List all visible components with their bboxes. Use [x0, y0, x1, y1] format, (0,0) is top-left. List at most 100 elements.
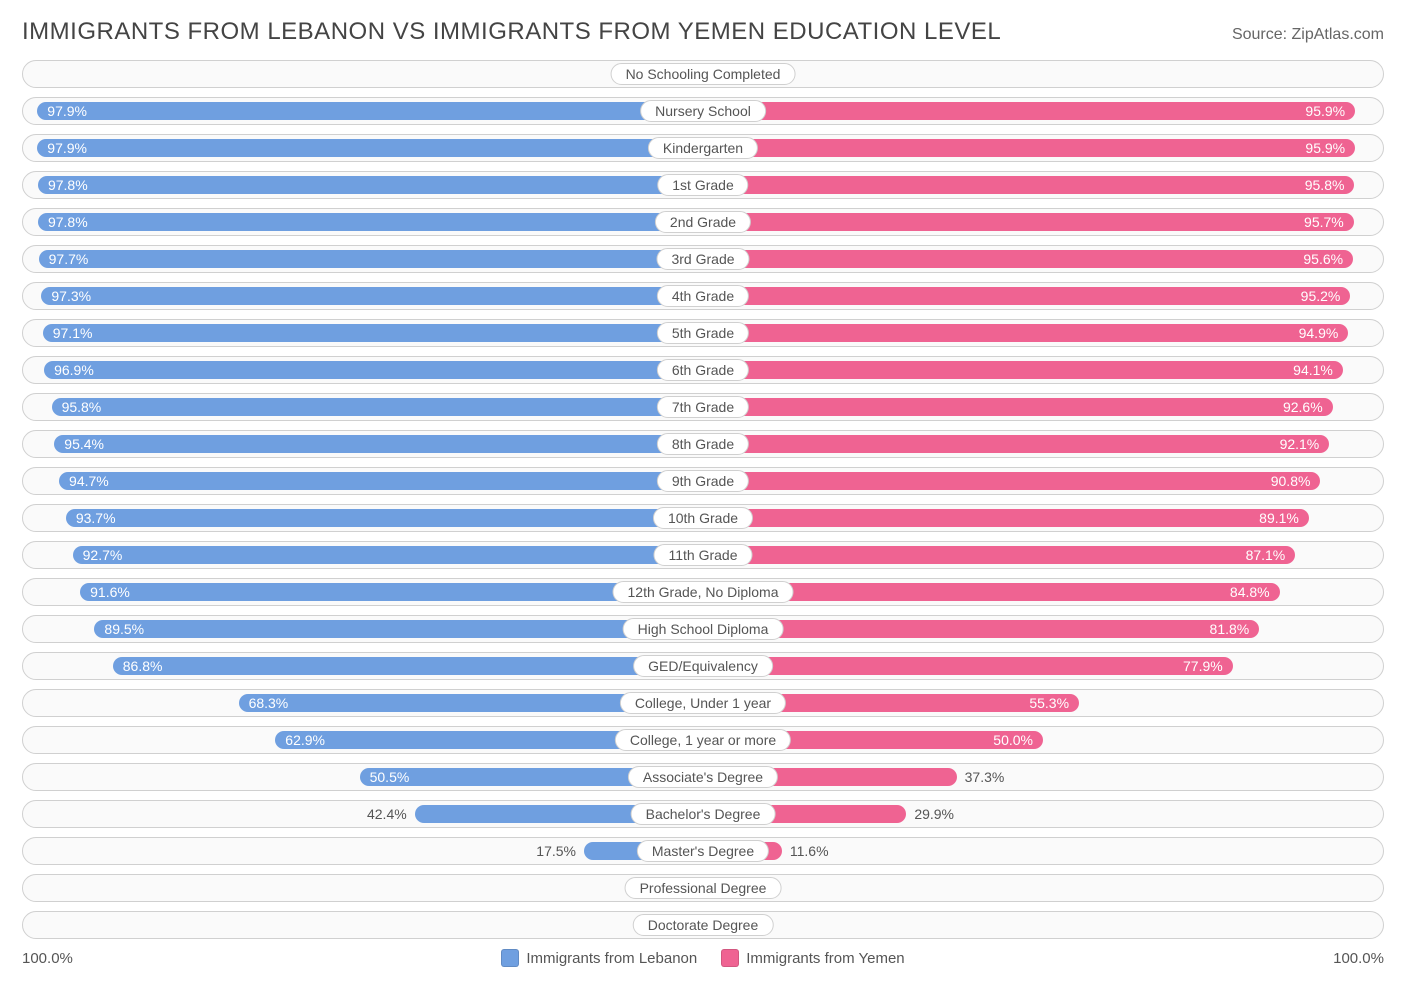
bar-left: 93.7% [66, 509, 703, 527]
chart-footer: 100.0% Immigrants from Lebanon Immigrant… [22, 949, 1384, 967]
category-label: 8th Grade [657, 433, 749, 455]
bar-right-value: 11.6% [782, 838, 829, 864]
bar-row: 94.7% 90.8% 9th Grade [22, 467, 1384, 495]
bar-left: 97.9% [37, 102, 703, 120]
bar-right: 94.9% [703, 324, 1348, 342]
bar-left-value: 68.3% [249, 695, 289, 711]
bar-left-value: 89.5% [104, 621, 144, 637]
bar-right-value: 92.6% [1283, 399, 1323, 415]
category-label: 5th Grade [657, 322, 749, 344]
bar-right-value: 94.9% [1299, 325, 1339, 341]
bar-left-value: 62.9% [285, 732, 325, 748]
bar-right-value: 89.1% [1259, 510, 1299, 526]
bar-left: 95.8% [52, 398, 703, 416]
bar-right-value: 29.9% [906, 801, 954, 827]
bar-left-value: 96.9% [54, 362, 94, 378]
bar-right-value: 37.3% [957, 764, 1005, 790]
category-label: 12th Grade, No Diploma [613, 581, 794, 603]
bar-right: 94.1% [703, 361, 1343, 379]
bar-left-value: 97.9% [47, 103, 87, 119]
bar-left-value: 86.8% [123, 658, 163, 674]
legend-label-left: Immigrants from Lebanon [526, 950, 697, 967]
category-label: College, 1 year or more [615, 729, 791, 751]
bar-left-value: 97.9% [47, 140, 87, 156]
category-label: 3rd Grade [656, 248, 749, 270]
bar-left-value: 97.8% [48, 177, 88, 193]
category-label: 10th Grade [653, 507, 753, 529]
bar-row: 42.4%29.9%Bachelor's Degree [22, 800, 1384, 828]
bar-right: 95.8% [703, 176, 1354, 194]
bar-right-value: 92.1% [1280, 436, 1320, 452]
bar-row: 97.9% 95.9% Nursery School [22, 97, 1384, 125]
bar-right-value: 81.8% [1210, 621, 1250, 637]
bar-left-value: 91.6% [90, 584, 130, 600]
bar-row: 95.8%92.6%7th Grade [22, 393, 1384, 421]
bar-right-value: 55.3% [1029, 695, 1069, 711]
bar-row: 93.7% 89.1% 10th Grade [22, 504, 1384, 532]
legend-item-left: Immigrants from Lebanon [501, 949, 697, 967]
chart-source: Source: ZipAtlas.com [1232, 26, 1384, 44]
bar-right: 95.9% [703, 102, 1355, 120]
bar-row: 5.5%3.4%Professional Degree [22, 874, 1384, 902]
bar-row: 50.5% 37.3% Associate's Degree [22, 763, 1384, 791]
category-label: Bachelor's Degree [631, 803, 776, 825]
bar-left: 97.8% [38, 176, 703, 194]
category-label: High School Diploma [623, 618, 784, 640]
legend-swatch-right [721, 949, 739, 967]
legend: Immigrants from Lebanon Immigrants from … [501, 949, 904, 967]
bar-left: 95.4% [54, 435, 703, 453]
bar-left: 97.9% [37, 139, 703, 157]
bar-right-value: 95.9% [1305, 103, 1345, 119]
bar-row: 2.3%4.1%No Schooling Completed [22, 60, 1384, 88]
bar-left: 97.8% [38, 213, 703, 231]
bar-right-value: 90.8% [1271, 473, 1311, 489]
bar-row: 2.2%1.4%Doctorate Degree [22, 911, 1384, 939]
bar-row: 91.6%84.8%12th Grade, No Diploma [22, 578, 1384, 606]
bar-right-value: 95.9% [1305, 140, 1345, 156]
bar-row: 95.4% 92.1% 8th Grade [22, 430, 1384, 458]
bar-right: 92.6% [703, 398, 1333, 416]
bar-right: 95.9% [703, 139, 1355, 157]
category-label: No Schooling Completed [611, 63, 796, 85]
bar-row: 96.9% 94.1%6th Grade [22, 356, 1384, 384]
bar-left-value: 93.7% [76, 510, 116, 526]
bar-row: 86.8% 77.9% GED/Equivalency [22, 652, 1384, 680]
category-label: 4th Grade [657, 285, 749, 307]
category-label: 9th Grade [657, 470, 749, 492]
category-label: College, Under 1 year [620, 692, 786, 714]
category-label: 1st Grade [657, 174, 748, 196]
legend-item-right: Immigrants from Yemen [721, 949, 904, 967]
bar-left: 97.3% [41, 287, 703, 305]
diverging-bar-chart: 2.3%4.1%No Schooling Completed 97.9% 95.9%… [22, 60, 1384, 939]
bar-left: 97.7% [39, 250, 703, 268]
bar-row: 92.7%87.1%11th Grade [22, 541, 1384, 569]
category-label: Nursery School [640, 100, 766, 122]
bar-left-value: 50.5% [370, 769, 410, 785]
bar-left-value: 97.1% [53, 325, 93, 341]
bar-row: 97.7%95.6%3rd Grade [22, 245, 1384, 273]
axis-left-max: 100.0% [22, 950, 73, 967]
bar-row: 17.5%11.6%Master's Degree [22, 837, 1384, 865]
bar-left: 96.9% [44, 361, 703, 379]
category-label: 6th Grade [657, 359, 749, 381]
bar-row: 89.5% 81.8% High School Diploma [22, 615, 1384, 643]
bar-left-value: 97.7% [49, 251, 89, 267]
bar-left-value: 94.7% [69, 473, 109, 489]
bar-right-value: 77.9% [1183, 658, 1223, 674]
category-label: Kindergarten [648, 137, 758, 159]
bar-row: 68.3% 55.3% College, Under 1 year [22, 689, 1384, 717]
category-label: GED/Equivalency [633, 655, 773, 677]
bar-right-value: 95.7% [1304, 214, 1344, 230]
bar-right: 90.8% [703, 472, 1320, 490]
bar-row: 62.9% 50.0% College, 1 year or more [22, 726, 1384, 754]
bar-right-value: 87.1% [1246, 547, 1286, 563]
bar-right-value: 50.0% [993, 732, 1033, 748]
bar-right: 87.1% [703, 546, 1295, 564]
bar-right: 95.2% [703, 287, 1350, 305]
bar-left-value: 95.4% [64, 436, 104, 452]
bar-left-value: 95.8% [62, 399, 102, 415]
bar-row: 97.8% 95.8%1st Grade [22, 171, 1384, 199]
category-label: Associate's Degree [628, 766, 778, 788]
bar-left: 94.7% [59, 472, 703, 490]
chart-title: IMMIGRANTS FROM LEBANON VS IMMIGRANTS FR… [22, 18, 1001, 46]
